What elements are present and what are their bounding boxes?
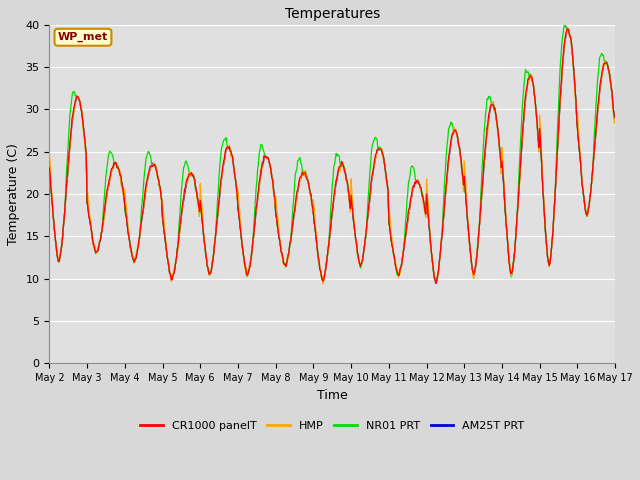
Legend: CR1000 panelT, HMP, NR01 PRT, AM25T PRT: CR1000 panelT, HMP, NR01 PRT, AM25T PRT bbox=[136, 416, 529, 435]
Y-axis label: Temperature (C): Temperature (C) bbox=[7, 143, 20, 245]
Text: WP_met: WP_met bbox=[58, 32, 108, 42]
X-axis label: Time: Time bbox=[317, 388, 348, 402]
Title: Temperatures: Temperatures bbox=[285, 7, 380, 21]
